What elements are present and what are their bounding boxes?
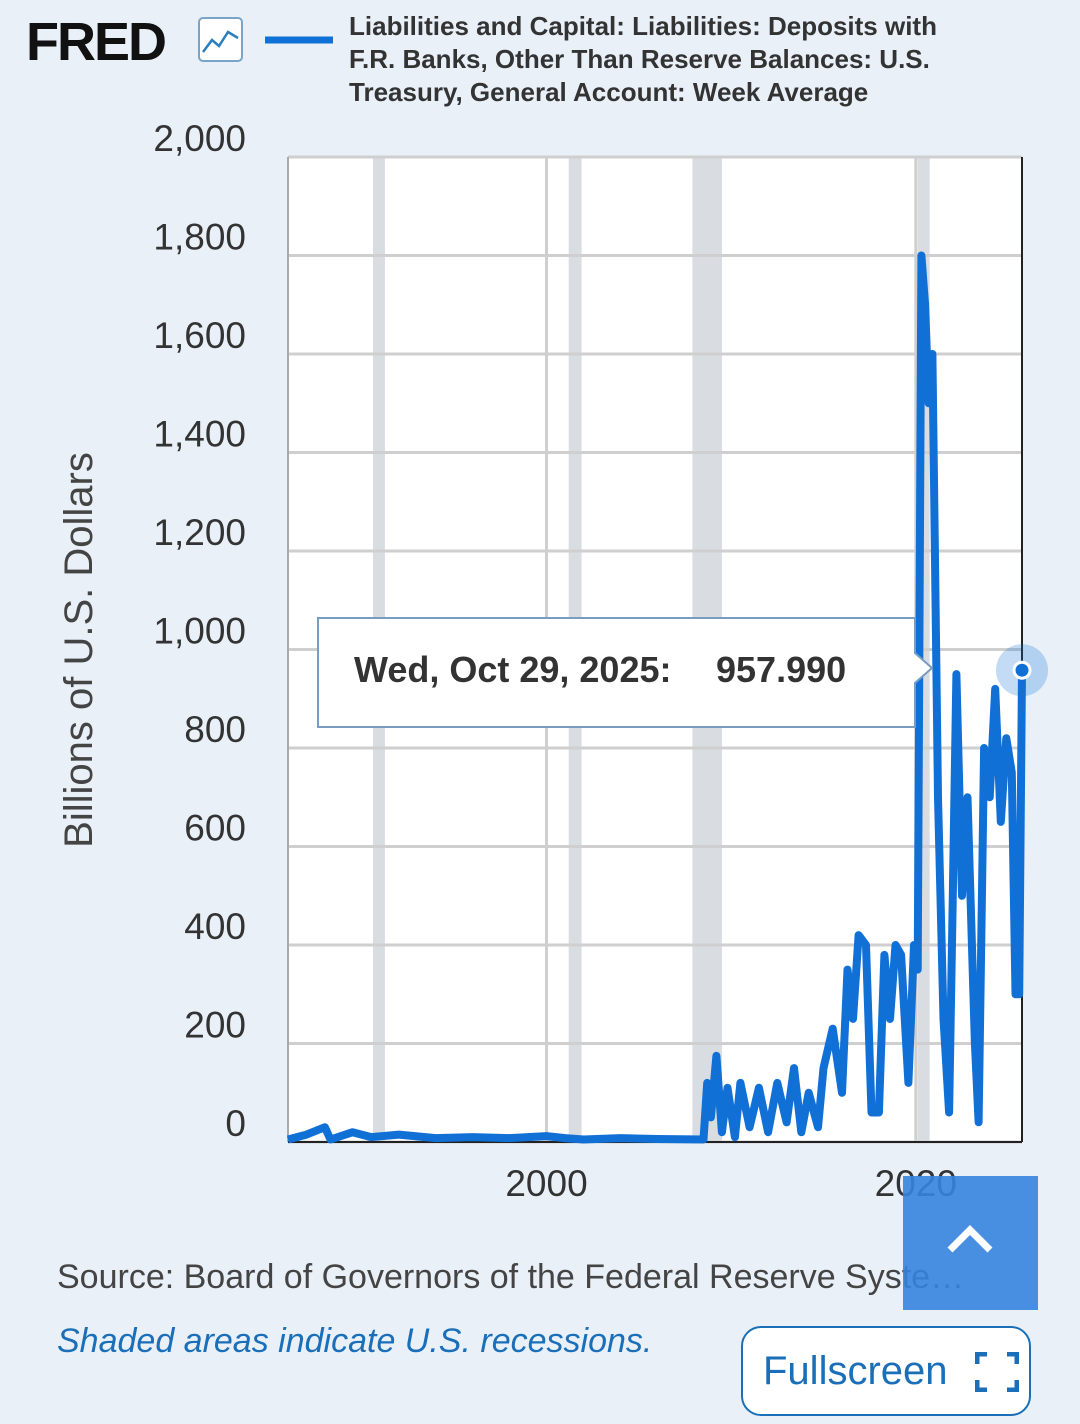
- fullscreen-button[interactable]: Fullscreen: [741, 1326, 1031, 1416]
- y-tick-label: 400: [184, 906, 246, 947]
- scroll-top-button[interactable]: [903, 1176, 1038, 1310]
- y-tick-label: 200: [184, 1005, 246, 1046]
- data-line: [286, 251, 1026, 1144]
- fullscreen-label: Fullscreen: [763, 1349, 948, 1393]
- tooltip-value: 957.990: [716, 649, 846, 690]
- y-tick-label: 1,000: [153, 611, 246, 652]
- y-tick-label: 2,000: [153, 118, 246, 159]
- tooltip: Wed, Oct 29, 2025: 957.990: [317, 617, 934, 728]
- y-axis-label: Billions of U.S. Dollars: [57, 452, 101, 848]
- logo-text: FRED: [26, 12, 165, 72]
- fullscreen-icon-path: [975, 1352, 1019, 1392]
- logo-icon: [198, 17, 243, 62]
- hover-point: [1012, 660, 1032, 680]
- y-tick-label: 800: [184, 709, 246, 750]
- y-tick-label: 0: [225, 1103, 246, 1144]
- y-tick-label: 1,800: [153, 217, 246, 258]
- logo-icon-line: [202, 30, 239, 53]
- x-tick-label: 2000: [505, 1163, 587, 1204]
- fullscreen-icon: [975, 1352, 1019, 1392]
- y-tick-label: 1,400: [153, 414, 246, 455]
- tooltip-box: [317, 617, 934, 728]
- tooltip-date: Wed, Oct 29, 2025:: [354, 649, 671, 690]
- scroll-top-icon: [947, 1225, 993, 1253]
- y-tick-label: 1,200: [153, 512, 246, 553]
- chevron: [947, 1225, 993, 1253]
- y-tick-label: 600: [184, 808, 246, 849]
- recession-note[interactable]: Shaded areas indicate U.S. recessions.: [57, 1322, 653, 1360]
- y-tick-label: 1,600: [153, 315, 246, 356]
- logo: FRED: [26, 12, 243, 72]
- source: Source: Board of Governors of the Federa…: [57, 1258, 965, 1296]
- legend-label: Liabilities and Capital: Liabilities: De…: [349, 11, 937, 107]
